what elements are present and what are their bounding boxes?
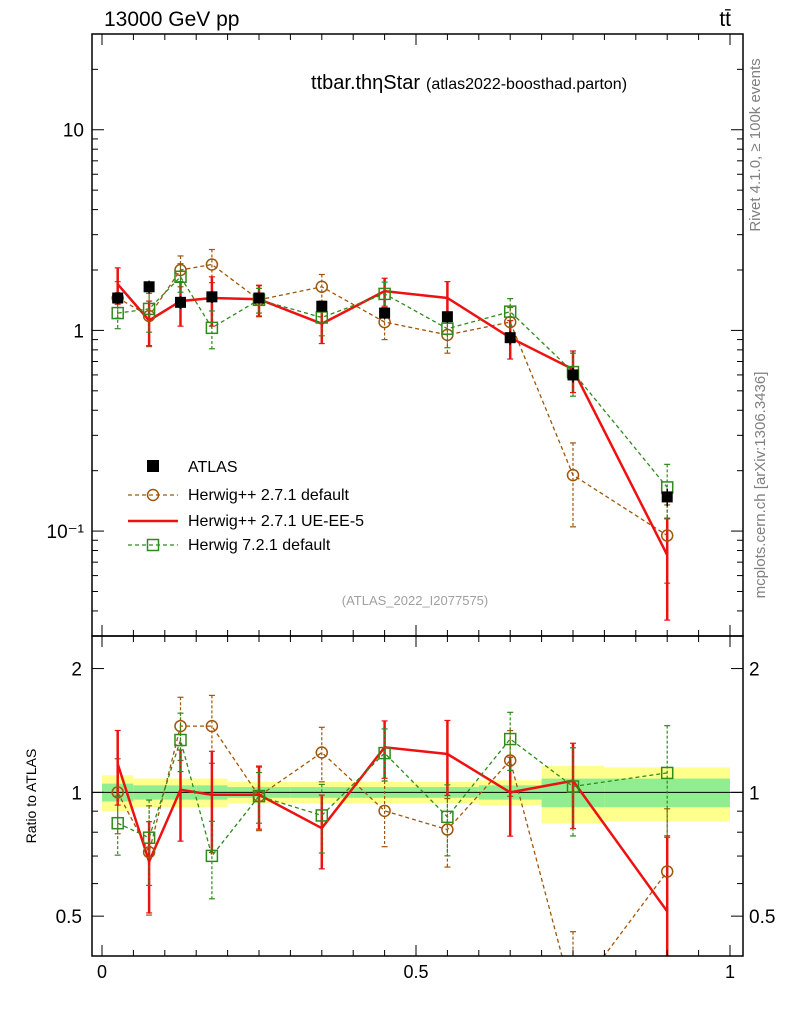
ratio-markers xyxy=(111,719,674,1003)
main-line-herwig-7-2-1-default xyxy=(117,275,668,488)
ratio-frame xyxy=(91,635,744,957)
x-tick-label: 0.5 xyxy=(403,962,428,982)
ratio-line-herwig-7-2-1-default xyxy=(117,737,668,858)
main-marker-herwig-7-2-1-default xyxy=(315,311,329,324)
atlas-data-point xyxy=(112,292,124,304)
y-ratio-tick-label-right: 0.5 xyxy=(749,907,775,928)
ratio-axis-label: Ratio to ATLAS xyxy=(23,749,39,844)
ratio-uncertainty-bands xyxy=(92,765,743,824)
legend-herwigpp-default-label: Herwig++ 2.7.1 default xyxy=(188,487,350,504)
ratio-marker-herwig-7-2-1-default xyxy=(111,816,124,830)
x-tick-label: 1 xyxy=(725,962,735,982)
atlas-data-point xyxy=(661,491,673,503)
main-marker-herwig-7-2-1-default xyxy=(378,287,391,301)
atlas-data-point xyxy=(441,311,453,323)
main-marker-herwig-7-2-1-default xyxy=(142,302,156,316)
ratio-marker-herwig-2-7-1-default xyxy=(660,865,674,878)
ratio-marker-herwig-7-2-1-default xyxy=(441,810,454,824)
legend-herwigpp-ueee5-label: Herwig++ 2.7.1 UE-EE-5 xyxy=(188,513,364,530)
ratio-line-herwig-2-7-1-ue-ee-5 xyxy=(116,745,669,913)
ratio-marker-herwig-7-2-1-default xyxy=(315,809,329,822)
y-main-tick-label: 10⁻¹ xyxy=(47,522,85,543)
ratio-marker-herwig-2-7-1-default xyxy=(503,754,517,767)
atlas-data-point xyxy=(206,291,218,303)
y-ratio-tick-label-left: 1 xyxy=(71,783,82,804)
axes: 0 0.5 1 10⁻¹ 1 10 0.5 0.5 1 1 2 2 xyxy=(47,33,775,982)
ratio-marker-herwig-2-7-1-default xyxy=(378,804,391,818)
main-marker-herwig-7-2-1-default xyxy=(503,305,517,318)
atlas-data-point xyxy=(316,300,328,312)
legend-herwig7-marker xyxy=(146,538,160,552)
rivet-version-label: Rivet 4.1.0, ≥ 100k events xyxy=(747,58,764,231)
ratio-marker-herwig-2-7-1-default xyxy=(315,746,329,759)
main-marker-herwig-2-7-1-default xyxy=(660,529,674,542)
main-marker-herwig-2-7-1-default xyxy=(142,309,156,323)
y-ratio-tick-label-left: 0.5 xyxy=(56,907,82,928)
main-marker-herwig-2-7-1-default xyxy=(174,263,187,277)
main-marker-herwig-7-2-1-default xyxy=(205,321,219,335)
main-marker-herwig-2-7-1-default xyxy=(566,468,580,482)
ratio-marker-herwig-2-7-1-default xyxy=(441,823,454,836)
main-marker-herwig-2-7-1-default xyxy=(315,280,329,294)
ratio-error-bars xyxy=(114,694,671,956)
chart-subtitle: (atlas2022-boosthad.parton) xyxy=(426,76,627,93)
main-marker-herwig-7-2-1-default xyxy=(174,270,187,284)
legend-herwig7-label: Herwig 7.2.1 default xyxy=(188,537,331,554)
atlas-data-point xyxy=(143,281,155,293)
ratio-marker-herwig-7-2-1-default xyxy=(142,831,156,844)
ratio-marker-herwig-7-2-1-default xyxy=(566,780,580,793)
ratio-marker-herwig-2-7-1-default xyxy=(174,719,187,733)
y-main-tick-label: 1 xyxy=(73,321,84,342)
ratio-marker-herwig-2-7-1-default xyxy=(252,789,266,803)
atlas-data-point xyxy=(379,307,391,319)
main-marker-herwig-2-7-1-default xyxy=(205,258,219,271)
main-marker-herwig-7-2-1-default xyxy=(111,306,124,320)
atlas-data-point xyxy=(175,296,186,308)
ratio-marker-herwig-7-2-1-default xyxy=(503,732,517,746)
main-markers xyxy=(111,258,674,542)
mcplots-label: mcplots.cern.ch [arXiv:1306.3436] xyxy=(752,372,769,599)
ratio-marker-herwig-7-2-1-default xyxy=(174,733,187,747)
main-error-bars xyxy=(114,248,671,621)
main-marker-herwig-7-2-1-default xyxy=(441,322,454,335)
ratio-marker-herwig-2-7-1-default xyxy=(568,992,579,1003)
x-tick-label: 0 xyxy=(97,962,107,982)
ratio-marker-herwig-2-7-1-default xyxy=(111,786,124,799)
legend-atlas-label: ATLAS xyxy=(188,459,238,476)
atlas-data-point xyxy=(253,292,265,304)
atlas-data-point xyxy=(504,332,516,344)
ratio-marker-herwig-2-7-1-default xyxy=(205,719,219,733)
ratio-marker-herwig-7-2-1-default xyxy=(205,849,219,863)
energy-label: 13000 GeV pp xyxy=(104,8,239,31)
ratio-marker-herwig-2-7-1-default xyxy=(142,845,156,859)
legend-atlas-marker xyxy=(147,460,159,472)
ratio-marker-herwig-7-2-1-default xyxy=(252,789,266,803)
ratio-marker-herwig-7-2-1-default xyxy=(660,766,674,780)
atlas-data-point xyxy=(567,369,579,381)
legend: ATLAS Herwig++ 2.7.1 default Herwig++ 2.… xyxy=(128,459,364,554)
main-marker-herwig-2-7-1-default xyxy=(503,315,517,329)
y-ratio-tick-label-right: 2 xyxy=(749,660,760,681)
ratio-marker-herwig-7-2-1-default xyxy=(378,746,391,760)
process-label: tt̄ xyxy=(719,8,731,31)
y-main-tick-label: 10 xyxy=(63,121,84,142)
y-ratio-tick-label-left: 2 xyxy=(71,660,82,681)
chart-title: ttbar.thηStar xyxy=(311,72,420,94)
legend-herwigpp-default-marker xyxy=(146,488,160,502)
ratio-line-herwig-2-7-1-default xyxy=(117,725,668,956)
main-series-lines xyxy=(116,263,669,556)
analysis-watermark: (ATLAS_2022_I2077575) xyxy=(342,593,488,608)
y-ratio-tick-label-right: 1 xyxy=(749,783,760,804)
ratio-series-lines xyxy=(116,725,669,956)
main-line-herwig-2-7-1-default xyxy=(117,263,668,537)
